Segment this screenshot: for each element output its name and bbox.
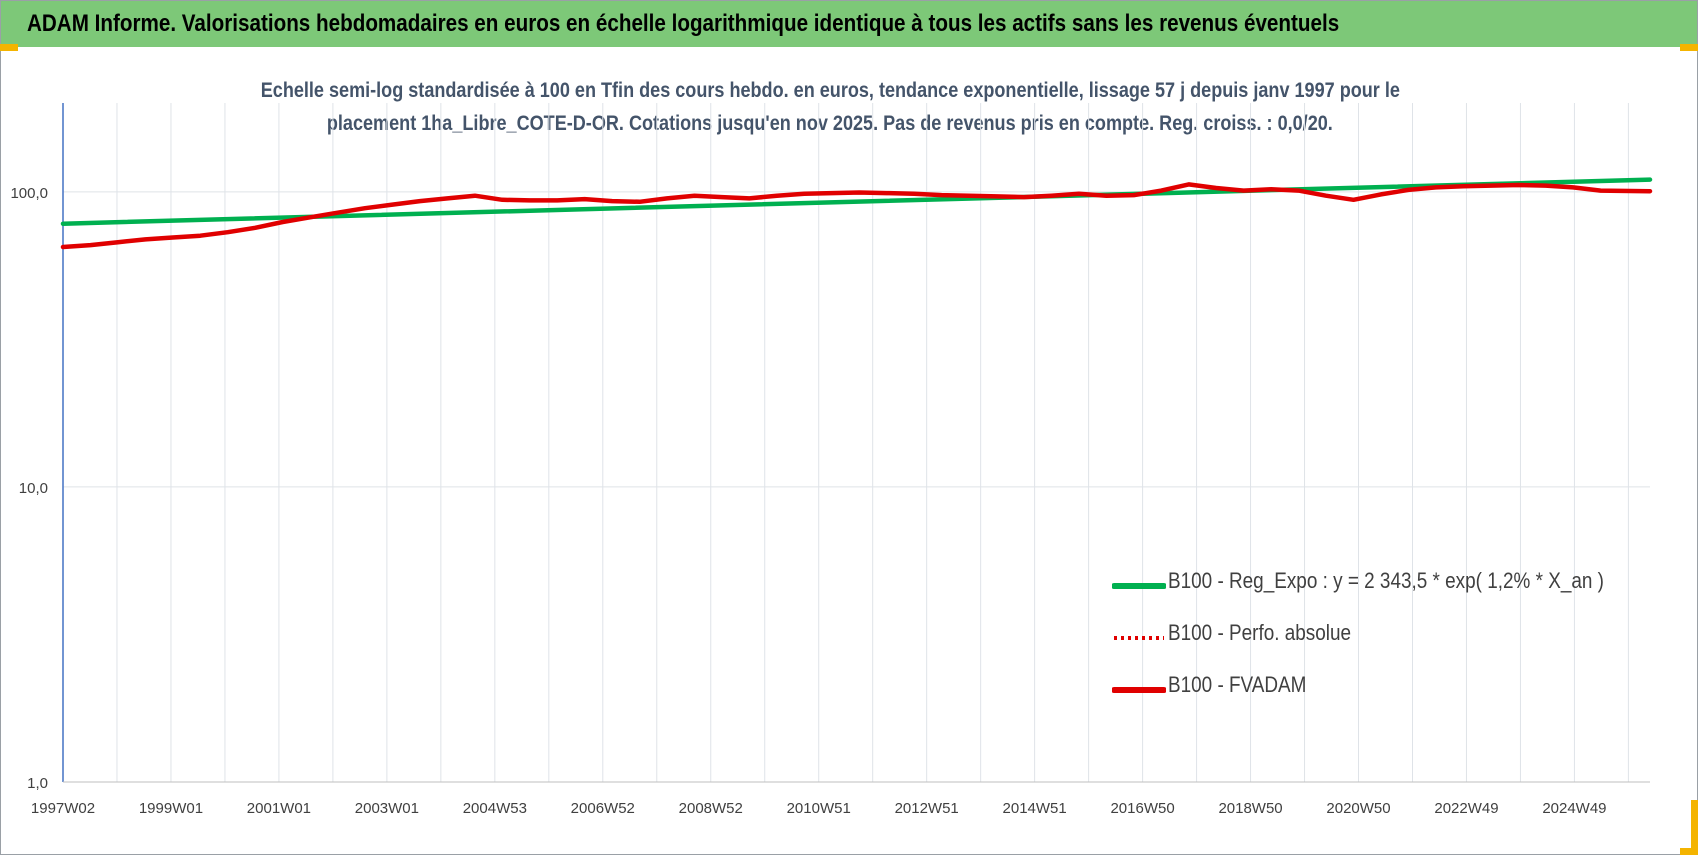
x-tick-label: 2010W51 [787, 800, 851, 817]
legend-label-fvadam: B100 - FVADAM [1168, 672, 1307, 697]
series-group [60, 177, 1653, 250]
corner-marker-bottom-right-horizontal [1680, 848, 1698, 855]
chart-title-line-1: Echelle semi-log standardisée à 100 en T… [260, 79, 1400, 102]
x-tick-label: 2006W52 [571, 800, 635, 817]
y-tick-label: 10,0 [19, 480, 48, 497]
legend-label-reg-expo: B100 - Reg_Expo : y = 2 343,5 * exp( 1,2… [1168, 568, 1604, 593]
x-tick-label: 2003W01 [355, 800, 419, 817]
corner-marker-bottom-right-vertical [1691, 800, 1698, 855]
x-tick-label: 2001W01 [247, 800, 311, 817]
x-tick-label: 2012W51 [895, 800, 959, 817]
x-tick-label: 2008W52 [679, 800, 743, 817]
x-tick-label: 2018W50 [1218, 800, 1282, 817]
banner: ADAM Informe. Valorisations hebdomadaire… [1, 1, 1697, 47]
chart-title-line-2: placement 1ha_Libre_COTE-D-OR. Cotations… [327, 112, 1333, 135]
x-tick-label: 2004W53 [463, 800, 527, 817]
x-tick-label: 1999W01 [139, 800, 203, 817]
x-tick-label: 2022W49 [1434, 800, 1498, 817]
banner-title: ADAM Informe. Valorisations hebdomadaire… [27, 10, 1340, 37]
legend-swatch-perfo-absolue [1114, 636, 1164, 640]
x-tick-label: 2020W50 [1326, 800, 1390, 817]
series-line-2 [60, 182, 1653, 250]
legend-label-perfo-absolue: B100 - Perfo. absolue [1168, 620, 1352, 645]
x-tick-label: 2024W49 [1542, 800, 1606, 817]
legend-swatch-fvadam [1112, 687, 1166, 693]
grid [63, 103, 1650, 783]
chart-title: Echelle semi-log standardisée à 100 en T… [150, 74, 1510, 140]
axes [62, 103, 1650, 783]
legend-swatch-reg-expo [1112, 583, 1166, 589]
y-tick-label: 100,0 [10, 185, 48, 202]
tick-labels: 1,0 10,0 100,0 1997W02 1999W01 2001W01 2003W01… [10, 185, 1606, 817]
y-tick-label: 1,0 [27, 775, 48, 792]
x-tick-label: 2014W51 [1003, 800, 1067, 817]
corner-marker-top-right [1680, 44, 1698, 51]
corner-marker-top-left [0, 44, 18, 51]
x-tick-label: 2016W50 [1110, 800, 1174, 817]
x-tick-label: 1997W02 [31, 800, 95, 817]
